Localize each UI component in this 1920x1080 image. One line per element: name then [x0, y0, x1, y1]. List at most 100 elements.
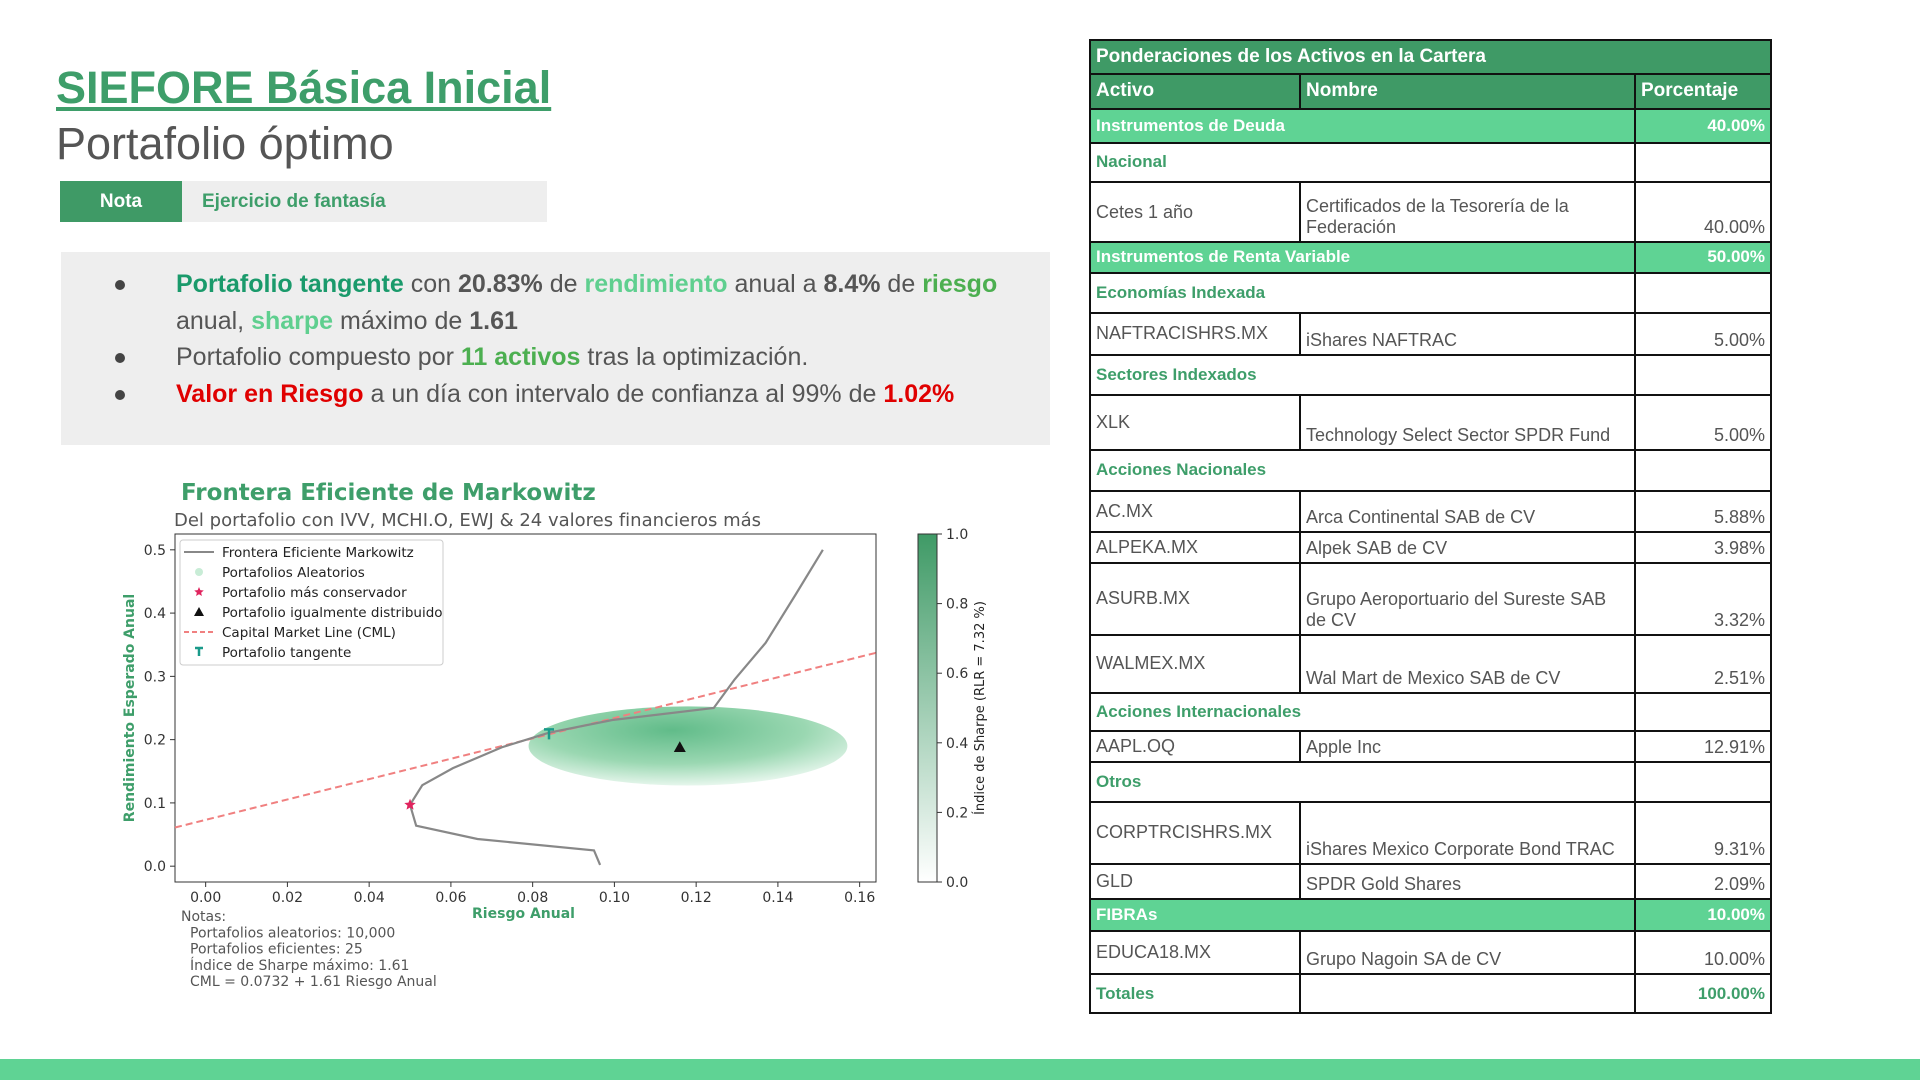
- asset-ticker: EDUCA18.MX: [1089, 930, 1301, 976]
- asset-weight: 10.00%: [1634, 930, 1772, 976]
- asset-name: Grupo Nagoin SA de CV: [1299, 930, 1636, 976]
- legend-label: Portafolios Aleatorios: [222, 565, 365, 581]
- bullet-text: rendimiento: [584, 270, 728, 298]
- legend-icon: [195, 568, 203, 576]
- empty-cell: [1634, 691, 1772, 732]
- table-row: Sectores Indexados: [1089, 353, 1772, 397]
- asset-ticker: XLK: [1089, 394, 1301, 452]
- bullet-list: Portafolio tangente con 20.83% de rendim…: [61, 252, 1050, 445]
- column-header: Activo: [1089, 73, 1301, 110]
- bullet-text: a un día con intervalo de confianza al 9…: [363, 379, 884, 408]
- chart-subtitle: Del portafolio con IVV, MCHI.O, EWJ & 24…: [174, 510, 761, 531]
- tangent-portfolio: [544, 728, 555, 740]
- bullet-text: con: [403, 270, 458, 298]
- bullet-text: máximo de: [333, 306, 470, 335]
- section-label: Economías Indexada: [1089, 271, 1636, 315]
- bullet-text: 20.83%: [458, 270, 543, 298]
- totals-label: Totales: [1089, 973, 1301, 1015]
- asset-weight: 3.32%: [1634, 561, 1772, 637]
- colorbar-tick-label: 0.0: [946, 875, 968, 891]
- x-axis-label: Riesgo Anual: [472, 906, 575, 922]
- frontier-line: [408, 549, 824, 866]
- asset-name: Arca Continental SAB de CV: [1299, 489, 1636, 534]
- table-row: NAFTRACISHRS.MX iShares NAFTRAC 5.00%: [1089, 312, 1772, 356]
- bullet: Valor en Riesgo a un día con intervalo d…: [61, 376, 1050, 413]
- asset-weight: 5.88%: [1634, 489, 1772, 534]
- table-row: Acciones Nacionales: [1089, 449, 1772, 492]
- asset-ticker: AAPL.OQ: [1089, 729, 1301, 764]
- table-row: Totales 100.00%: [1089, 973, 1772, 1015]
- table-row: XLK Technology Select Sector SPDR Fund 5.0…: [1089, 394, 1772, 452]
- legend-label: Portafolio más conservador: [222, 585, 407, 601]
- empty-cell: [1299, 973, 1636, 1015]
- table-row: ASURB.MX Grupo Aeroportuario del Sureste …: [1089, 561, 1772, 637]
- colorbar-tick-label: 0.2: [946, 805, 968, 821]
- colorbar-label: Índice de Sharpe (RLR = 7.32 %): [972, 601, 988, 815]
- section-label: Nacional: [1089, 141, 1636, 184]
- section-label: Otros: [1089, 761, 1636, 803]
- asset-ticker: CORPTRCISHRS.MX: [1089, 800, 1301, 865]
- legend-icon: [195, 646, 203, 656]
- bullet-text: anual a: [727, 270, 824, 298]
- section-label: Acciones Internacionales: [1089, 691, 1636, 732]
- equal-weight-portfolio: [673, 741, 686, 753]
- y-tick-label: 0.4: [144, 606, 166, 622]
- chart-note: Índice de Sharpe máximo: 1.61: [190, 957, 409, 974]
- asset-name: SPDR Gold Shares: [1299, 862, 1636, 901]
- asset-ticker: ASURB.MX: [1089, 561, 1301, 637]
- legend-icon: [194, 607, 204, 616]
- table-row: Otros: [1089, 761, 1772, 803]
- table-row: Economías Indexada: [1089, 271, 1772, 315]
- asset-ticker: WALMEX.MX: [1089, 634, 1301, 694]
- colorbar-tick-label: 0.6: [946, 666, 968, 682]
- bullet-text: de: [880, 270, 923, 298]
- y-tick-label: 0.5: [144, 543, 166, 559]
- asset-name: Apple Inc: [1299, 729, 1636, 764]
- asset-ticker: GLD: [1089, 862, 1301, 901]
- asset-name: Wal Mart de Mexico SAB de CV: [1299, 634, 1636, 694]
- asset-ticker: NAFTRACISHRS.MX: [1089, 312, 1301, 356]
- x-tick-label: 0.12: [681, 890, 712, 906]
- x-tick-label: 0.10: [599, 890, 630, 906]
- legend-label: Capital Market Line (CML): [222, 625, 396, 641]
- asset-name: Alpek SAB de CV: [1299, 531, 1636, 564]
- weights-table: Ponderaciones de los Activos en la Carte…: [1089, 38, 1772, 1015]
- group-weight: 10.00%: [1634, 898, 1772, 933]
- asset-ticker: Cetes 1 año: [1089, 181, 1301, 244]
- empty-cell: [1634, 449, 1772, 492]
- bullet-text: tras la optimización.: [580, 343, 809, 371]
- asset-weight: 40.00%: [1634, 181, 1772, 244]
- x-tick-label: 0.00: [190, 890, 221, 906]
- bullet-text: 11 activos: [460, 343, 581, 371]
- table-row: Instrumentos de Renta Variable 50.00%: [1089, 241, 1772, 274]
- x-tick-label: 0.08: [517, 890, 548, 906]
- y-tick-label: 0.3: [144, 669, 166, 685]
- conservative-portfolio: [404, 798, 416, 810]
- asset-ticker: ALPEKA.MX: [1089, 531, 1301, 564]
- table-row: AAPL.OQ Apple Inc 12.91%: [1089, 729, 1772, 764]
- asset-name: Technology Select Sector SPDR Fund: [1299, 394, 1636, 452]
- table-row: CORPTRCISHRS.MX iShares Mexico Corporate …: [1089, 800, 1772, 865]
- x-tick-label: 0.02: [272, 890, 303, 906]
- footer-bar: [0, 1059, 1920, 1080]
- legend-box: [179, 539, 444, 666]
- x-tick-label: 0.04: [354, 890, 385, 906]
- section-label: Acciones Nacionales: [1089, 449, 1636, 492]
- empty-cell: [1634, 761, 1772, 803]
- asset-weight: 5.00%: [1634, 394, 1772, 452]
- group-label: Instrumentos de Deuda: [1089, 107, 1636, 144]
- asset-weight: 5.00%: [1634, 312, 1772, 356]
- bullet-text: sharpe: [251, 306, 334, 335]
- table-row: Ponderaciones de los Activos en la Carte…: [1089, 38, 1772, 76]
- bullet-text: 8.4%: [823, 270, 881, 298]
- table-row: ALPEKA.MX Alpek SAB de CV 3.98%: [1089, 531, 1772, 564]
- group-label: FIBRAs: [1089, 898, 1636, 933]
- asset-weight: 9.31%: [1634, 800, 1772, 865]
- asset-name: Grupo Aeroportuario del Sureste SAB de C…: [1299, 561, 1636, 637]
- slide-title: SIEFORE Básica Inicial: [56, 62, 552, 113]
- x-tick-label: 0.06: [435, 890, 466, 906]
- empty-cell: [1634, 141, 1772, 184]
- bullet-text: de: [542, 270, 585, 298]
- asset-name: iShares Mexico Corporate Bond TRAC: [1299, 800, 1636, 865]
